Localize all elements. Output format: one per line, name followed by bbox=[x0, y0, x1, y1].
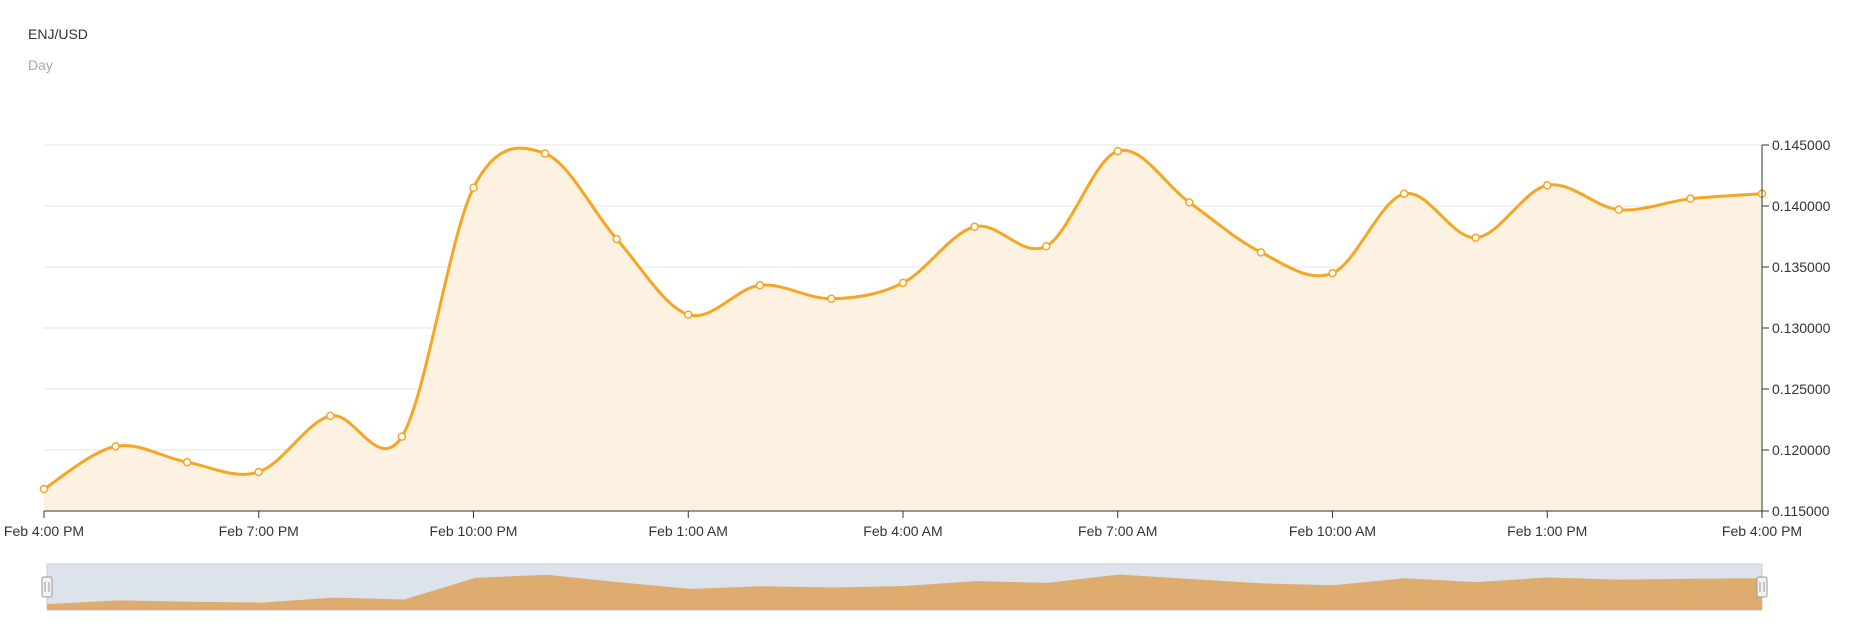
x-tick-label: Feb 1:00 AM bbox=[649, 523, 728, 539]
navigator[interactable] bbox=[41, 563, 1768, 611]
x-tick-label: Feb 7:00 PM bbox=[219, 523, 299, 539]
data-point bbox=[827, 294, 836, 303]
navigator-right-handle[interactable] bbox=[1756, 576, 1768, 598]
data-point bbox=[469, 183, 478, 192]
data-point bbox=[111, 442, 120, 451]
x-tick-label: Feb 10:00 AM bbox=[1289, 523, 1376, 539]
data-point bbox=[1256, 248, 1266, 257]
chart-subtitle: Day bbox=[28, 57, 53, 73]
data-point bbox=[1686, 194, 1695, 203]
data-point bbox=[755, 281, 765, 290]
data-point bbox=[182, 457, 192, 467]
handle-grip[interactable] bbox=[41, 576, 53, 598]
data-point bbox=[1113, 146, 1122, 156]
y-tick-label: 0.140000 bbox=[1772, 198, 1831, 214]
x-tick-label: Feb 7:00 AM bbox=[1078, 523, 1157, 539]
y-tick-label: 0.125000 bbox=[1772, 381, 1831, 397]
data-point bbox=[612, 234, 621, 244]
data-point bbox=[1185, 198, 1194, 207]
data-point bbox=[254, 467, 263, 477]
data-point bbox=[397, 432, 407, 441]
x-tick-label: Feb 4:00 AM bbox=[863, 523, 942, 539]
data-point bbox=[1614, 205, 1624, 214]
data-point bbox=[970, 222, 979, 231]
y-tick-label: 0.130000 bbox=[1772, 320, 1831, 336]
data-point bbox=[898, 278, 908, 288]
y-axis: 0.115000 0.120000 0.125000 0.130000 0.135000… bbox=[1761, 137, 1831, 519]
data-point bbox=[1328, 268, 1337, 278]
data-point bbox=[540, 149, 550, 158]
data-point bbox=[326, 411, 335, 421]
navigator-series bbox=[47, 574, 1762, 610]
navigator-left-handle[interactable] bbox=[41, 576, 53, 598]
y-tick-label: 0.120000 bbox=[1772, 442, 1831, 458]
data-point bbox=[1543, 181, 1552, 190]
data-point bbox=[39, 484, 49, 494]
data-point bbox=[1471, 233, 1480, 242]
data-point bbox=[684, 310, 693, 319]
y-tick-label: 0.145000 bbox=[1772, 137, 1831, 153]
x-tick-label: Feb 4:00 PM bbox=[1722, 523, 1802, 539]
x-tick-label: Feb 10:00 PM bbox=[430, 523, 518, 539]
price-line bbox=[43, 146, 1763, 491]
x-tick-label: Feb 1:00 PM bbox=[1507, 523, 1587, 539]
y-tick-label: 0.115000 bbox=[1772, 503, 1830, 519]
y-tick-label: 0.135000 bbox=[1772, 259, 1831, 275]
data-point bbox=[1041, 242, 1051, 251]
handle-grip[interactable] bbox=[1756, 576, 1768, 598]
chart-title: ENJ/USD bbox=[28, 26, 88, 42]
data-point bbox=[1399, 189, 1409, 199]
x-tick-label: Feb 4:00 PM bbox=[4, 523, 84, 539]
price-area bbox=[44, 148, 1762, 512]
x-axis: Feb 4:00 PM Feb 7:00 PM Feb 10:00 PM Feb 1:… bbox=[4, 510, 1802, 539]
